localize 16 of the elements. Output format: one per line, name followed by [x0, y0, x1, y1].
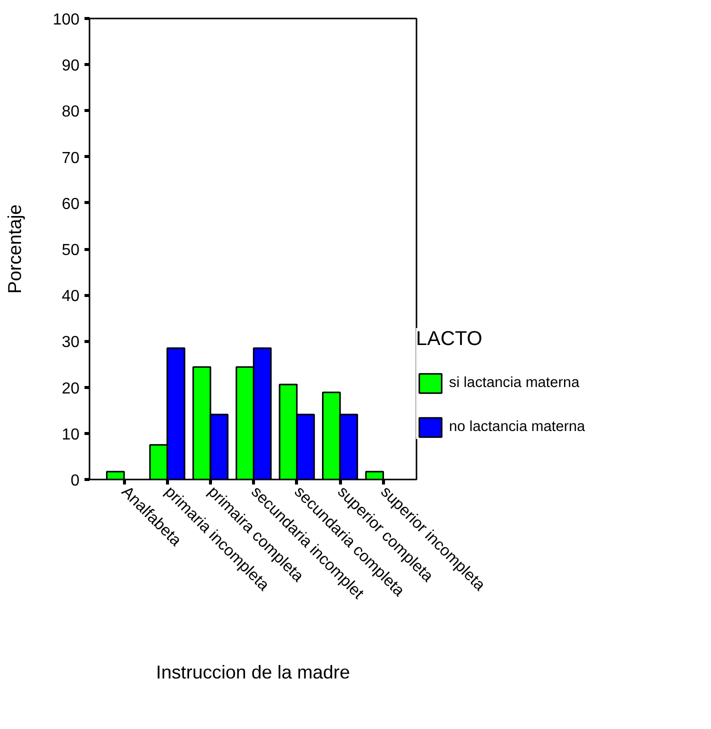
y-tick-label: 30	[62, 334, 80, 352]
y-axis-title: Porcentaje	[4, 204, 25, 294]
y-tick-label: 100	[52, 12, 80, 28]
y-tick-label: 70	[62, 150, 80, 167]
x-axis-title: Instruccion de la madre	[156, 661, 350, 682]
legend-label: no lactancia materna	[449, 419, 586, 435]
y-tick-label: 90	[62, 58, 80, 75]
y-tick-label: 0	[70, 472, 80, 490]
y-tick-label: 40	[62, 288, 80, 306]
y-tick-label: 10	[62, 426, 80, 444]
legend-label: si lactancia materna	[449, 375, 580, 391]
y-tick-label: 60	[62, 196, 80, 213]
y-tick-label: 50	[62, 242, 80, 259]
y-tick-label: 20	[62, 380, 80, 398]
legend-title: LACTO	[416, 328, 484, 351]
y-tick-label: 80	[62, 104, 80, 121]
